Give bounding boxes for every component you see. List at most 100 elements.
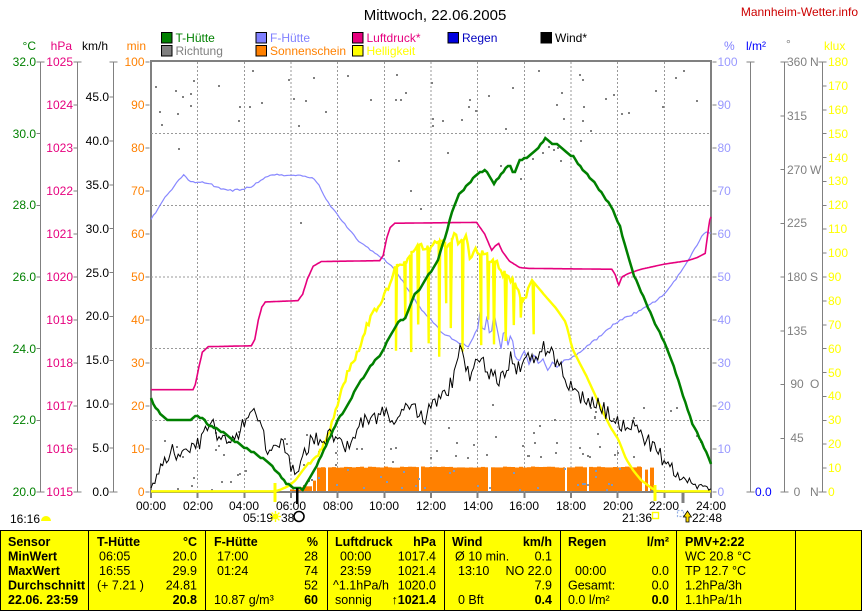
svg-text:90: 90	[718, 98, 732, 112]
svg-text:l/m²: l/m²	[746, 39, 766, 53]
svg-text:PMV+2:22: PMV+2:22	[685, 535, 744, 549]
svg-text:06:05: 06:05	[99, 550, 130, 564]
svg-text:°C: °C	[183, 535, 197, 549]
svg-text:MaxWert: MaxWert	[8, 564, 61, 578]
svg-text:F-Hütte: F-Hütte	[214, 535, 258, 549]
svg-text:(+ 7.21 ): (+ 7.21 )	[97, 579, 144, 593]
svg-text:60: 60	[828, 342, 842, 356]
svg-text:W: W	[810, 163, 822, 177]
svg-text:02:00: 02:00	[183, 499, 213, 513]
svg-text:28.0: 28.0	[13, 198, 37, 212]
svg-text:70: 70	[828, 318, 842, 332]
svg-text:Mannheim-Wetter.info: Mannheim-Wetter.info	[741, 5, 858, 19]
svg-text:Luftdruck*: Luftdruck*	[367, 31, 421, 45]
svg-text:01:24: 01:24	[217, 564, 248, 578]
svg-text:10: 10	[718, 442, 732, 456]
svg-text:14:00: 14:00	[463, 499, 493, 513]
svg-text:45: 45	[790, 431, 804, 445]
svg-text:28: 28	[304, 550, 318, 564]
svg-text:22:00: 22:00	[649, 499, 679, 513]
svg-text:60: 60	[304, 593, 318, 607]
svg-text:1016: 1016	[46, 442, 73, 456]
svg-text:70: 70	[718, 184, 732, 198]
svg-text:10.87 g/m³: 10.87 g/m³	[214, 593, 274, 607]
svg-text:20: 20	[828, 437, 842, 451]
svg-text:l/m²: l/m²	[647, 535, 669, 549]
svg-text:1015: 1015	[46, 485, 73, 499]
svg-text:T-Hütte: T-Hütte	[176, 31, 216, 45]
svg-text:Luftdruck: Luftdruck	[335, 535, 393, 549]
svg-text:↑1021.4: ↑1021.4	[392, 593, 437, 607]
svg-text:05:19: 05:19	[243, 511, 273, 525]
svg-text:225: 225	[787, 216, 807, 230]
svg-text:0.0: 0.0	[652, 579, 669, 593]
svg-text:Gesamt:: Gesamt:	[568, 579, 615, 593]
svg-text:N: N	[810, 485, 819, 499]
svg-text:7.9: 7.9	[535, 579, 552, 593]
svg-text:1018: 1018	[46, 356, 73, 370]
svg-text:04:00: 04:00	[229, 499, 259, 513]
svg-text:15.0: 15.0	[86, 353, 110, 367]
svg-text:1.2hPa/3h: 1.2hPa/3h	[685, 579, 742, 593]
svg-text:km/h: km/h	[523, 535, 552, 549]
svg-text:135: 135	[787, 324, 807, 338]
svg-text:20: 20	[131, 399, 145, 413]
svg-text:110: 110	[828, 222, 847, 236]
svg-text:T-Hütte: T-Hütte	[97, 535, 140, 549]
svg-text:32.0: 32.0	[13, 55, 37, 69]
svg-text:NO 22.0: NO 22.0	[505, 564, 552, 578]
svg-text:0.0: 0.0	[755, 485, 772, 499]
svg-text:80: 80	[718, 141, 732, 155]
svg-text:40: 40	[718, 313, 732, 327]
svg-text:50: 50	[718, 270, 732, 284]
svg-text:%: %	[724, 39, 735, 53]
svg-text:TP 12.7 °C: TP 12.7 °C	[685, 564, 746, 578]
svg-text:40: 40	[131, 313, 145, 327]
svg-text:08:00: 08:00	[323, 499, 353, 513]
svg-text:22:48: 22:48	[692, 511, 722, 525]
svg-text:40: 40	[828, 389, 842, 403]
svg-text:70: 70	[131, 184, 145, 198]
svg-text:hPa: hPa	[413, 535, 437, 549]
svg-text:30: 30	[828, 413, 842, 427]
svg-text:0.0: 0.0	[92, 485, 109, 499]
svg-text:100: 100	[124, 55, 144, 69]
svg-text:38: 38	[281, 511, 295, 525]
svg-text:270: 270	[787, 163, 807, 177]
svg-text:360: 360	[787, 55, 807, 69]
svg-text:N: N	[810, 55, 819, 69]
svg-text:22.06. 23:59: 22.06. 23:59	[8, 593, 78, 607]
svg-text:100: 100	[828, 246, 848, 260]
svg-text:10: 10	[828, 461, 842, 475]
svg-text:20.0: 20.0	[173, 550, 197, 564]
svg-text:0.1: 0.1	[535, 550, 552, 564]
svg-text:20: 20	[718, 399, 732, 413]
svg-text:MinWert: MinWert	[8, 550, 58, 564]
svg-text:24.0: 24.0	[13, 342, 37, 356]
svg-text:20:00: 20:00	[603, 499, 633, 513]
svg-text:13:10: 13:10	[458, 564, 489, 578]
svg-text:1017: 1017	[46, 399, 73, 413]
svg-text:18:00: 18:00	[556, 499, 586, 513]
svg-text:30.0: 30.0	[86, 222, 110, 236]
svg-text:16:16: 16:16	[10, 512, 40, 526]
svg-text:315: 315	[787, 109, 807, 123]
svg-text:%: %	[307, 535, 318, 549]
svg-text:Sensor: Sensor	[8, 535, 51, 549]
svg-text:90: 90	[131, 98, 145, 112]
svg-text:1023: 1023	[46, 141, 73, 155]
svg-text:Regen: Regen	[462, 31, 497, 45]
svg-text:140: 140	[828, 151, 848, 165]
svg-text:130: 130	[828, 174, 848, 188]
svg-text:50: 50	[131, 270, 145, 284]
svg-text:0.0: 0.0	[652, 564, 669, 578]
svg-text:Sonnenschein: Sonnenschein	[270, 44, 346, 58]
svg-text:0: 0	[794, 485, 801, 499]
svg-text:20.0: 20.0	[13, 485, 37, 499]
svg-text:45.0: 45.0	[86, 90, 110, 104]
svg-text:1022: 1022	[46, 184, 73, 198]
svg-text:35.0: 35.0	[86, 178, 110, 192]
svg-text:0: 0	[718, 485, 725, 499]
svg-text:26.0: 26.0	[13, 270, 37, 284]
svg-text:Mittwoch, 22.06.2005: Mittwoch, 22.06.2005	[364, 7, 507, 24]
